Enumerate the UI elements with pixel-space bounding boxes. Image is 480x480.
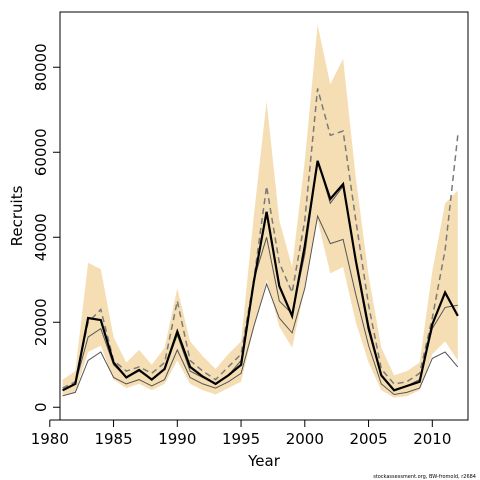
y-tick-label: 40000 [32,213,50,261]
y-axis-title: Recruits [8,185,26,246]
credit-text: stockassessment.org, BW-fromold, r2684 [373,474,476,480]
main-estimate-line [62,160,459,392]
x-axis: 1980 1985 1990 1995 2000 2005 2010 [31,419,451,448]
alt-estimate-line [62,88,459,389]
x-axis-title: Year [247,452,281,470]
x-tick-label: 2010 [413,430,451,448]
y-tick-label: 0 [32,402,50,412]
y-tick-label: 80000 [32,43,50,91]
confidence-band [62,24,458,398]
x-tick-label: 1995 [222,430,260,448]
x-tick-label: 2005 [349,430,387,448]
y-tick-label: 60000 [32,128,50,176]
alt-ci-lower-line [62,214,459,397]
x-tick-label: 2000 [286,430,324,448]
y-tick-label: 20000 [32,298,50,346]
x-tick-label: 1990 [158,430,196,448]
x-tick-label: 1985 [94,430,132,448]
x-tick-label: 1980 [31,430,69,448]
y-axis: 0 20000 40000 60000 80000 [32,43,61,412]
